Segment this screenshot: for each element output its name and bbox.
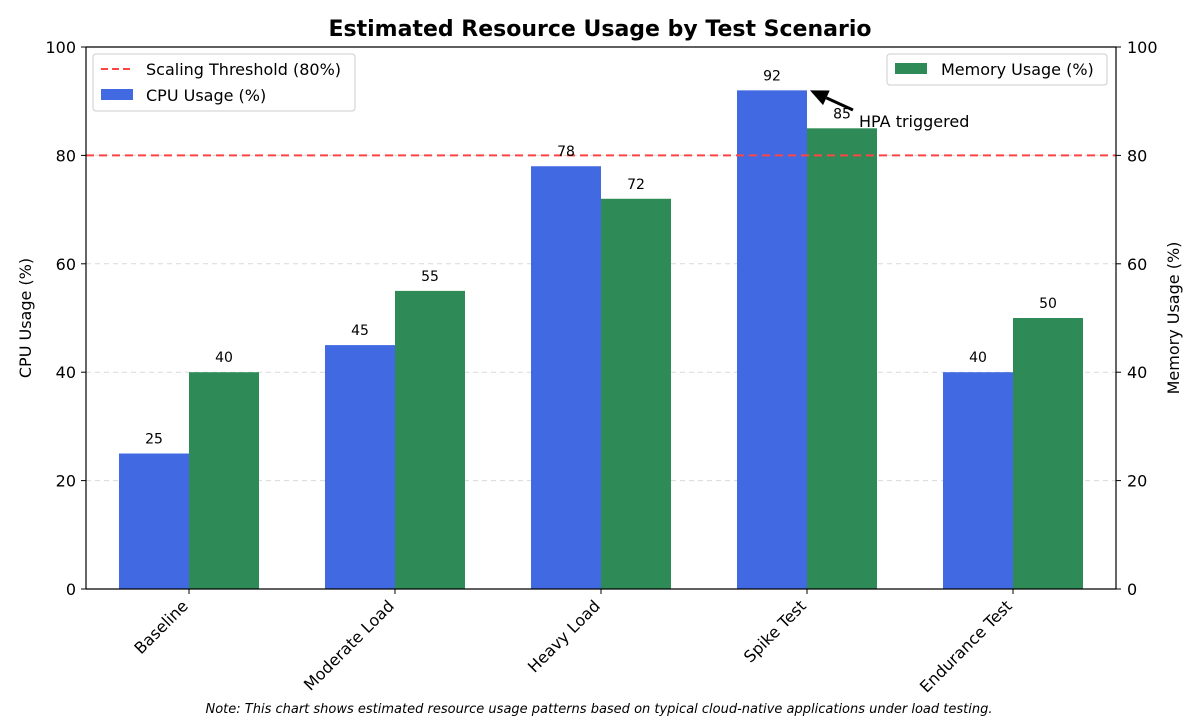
bars [119, 90, 1083, 590]
y-tick-label-left: 100 [45, 38, 76, 57]
legend-swatch-memory [895, 63, 927, 74]
y-tick-label-right: 60 [1127, 255, 1147, 274]
y-tick-label-left: 60 [56, 255, 76, 274]
bar-cpu [325, 345, 395, 589]
legend-swatch-cpu [101, 89, 133, 100]
data-label-memory: 72 [627, 177, 645, 193]
y-tick-label-right: 80 [1127, 146, 1147, 165]
x-tick-label: Spike Test [740, 596, 810, 666]
data-label-memory: 40 [215, 350, 233, 366]
data-label-memory: 50 [1039, 296, 1057, 312]
x-tick-label: Endurance Test [916, 596, 1016, 696]
y-tick-label-left: 0 [66, 580, 76, 599]
legend-label-cpu: CPU Usage (%) [146, 86, 266, 105]
chart-title: Estimated Resource Usage by Test Scenari… [329, 17, 872, 42]
bar-memory [1013, 318, 1083, 589]
x-tick-label: Heavy Load [524, 596, 604, 676]
legend-box-left [92, 53, 356, 112]
legend-label-threshold: Scaling Threshold (80%) [146, 60, 341, 79]
bar-memory [807, 128, 877, 590]
legend-box-right [886, 53, 1108, 86]
legend-left: Scaling Threshold (80%) CPU Usage (%) [92, 53, 356, 112]
data-label-memory: 85 [833, 106, 851, 122]
bar-cpu [119, 453, 189, 589]
data-label-cpu: 45 [351, 323, 369, 339]
y-axis-label-left: CPU Usage (%) [16, 258, 35, 378]
y-tick-label-left: 80 [56, 146, 76, 165]
data-label-cpu: 40 [969, 350, 987, 366]
annotation-group: HPA triggered [810, 90, 969, 131]
data-label-cpu: 92 [763, 68, 781, 84]
annotation-arrow [825, 96, 854, 112]
bar-memory [601, 198, 671, 589]
y-tick-label-right: 100 [1127, 38, 1158, 57]
bar-memory [395, 290, 465, 589]
data-label-memory: 55 [421, 269, 439, 285]
bar-value-labels: 25 40 45 55 78 72 92 85 40 50 [145, 68, 1057, 447]
y-tick-label-right: 20 [1127, 472, 1147, 491]
bar-cpu [737, 90, 807, 590]
legend-right: Memory Usage (%) [886, 53, 1108, 86]
data-label-cpu: 25 [145, 432, 163, 448]
bar-cpu [531, 166, 601, 590]
annotation-arrowhead [810, 90, 830, 106]
x-tick-label: Moderate Load [300, 596, 398, 694]
y-tick-label-right: 40 [1127, 363, 1147, 382]
y-tick-label-left: 40 [56, 363, 76, 382]
y-tick-label-right: 0 [1127, 580, 1137, 599]
bar-cpu [943, 372, 1013, 589]
data-label-cpu: 78 [557, 144, 575, 160]
x-tick-label: Baseline [130, 596, 191, 657]
y-axis-label-right: Memory Usage (%) [1164, 242, 1183, 395]
legend-label-memory: Memory Usage (%) [941, 60, 1094, 79]
annotation-text: HPA triggered [859, 112, 969, 131]
bar-memory [189, 372, 259, 589]
footnote: Note: This chart shows estimated resourc… [206, 702, 993, 717]
y-tick-label-left: 20 [56, 472, 76, 491]
